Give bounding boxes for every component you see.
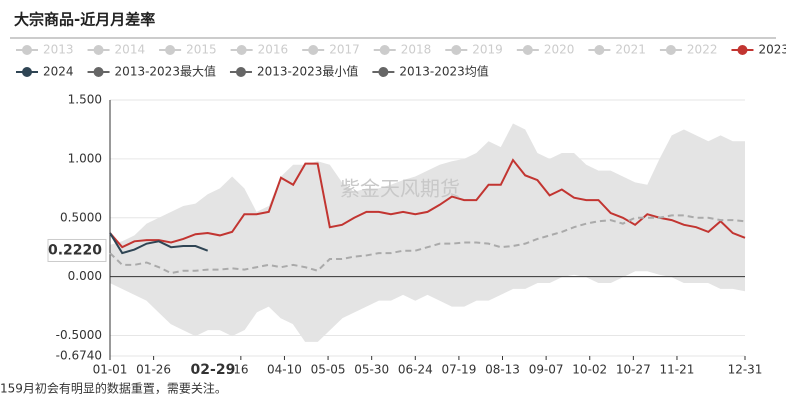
x-tick-label: 07-19 [441, 363, 476, 377]
x-tick-label: 05-30 [354, 363, 389, 377]
y-tick-label: -0.6740 [56, 349, 102, 363]
x-tick-label: 01-01 [93, 363, 128, 377]
x-tick-label: 10-27 [616, 363, 651, 377]
legend-label: 2013 [43, 43, 74, 57]
y-tick-label: 1.000 [68, 151, 102, 165]
x-tick-label: 05-05 [311, 363, 346, 377]
y-tick-label: 0.5000 [60, 210, 102, 224]
legend-label: 2015 [186, 43, 217, 57]
chart-title: 大宗商品-近月月差率 [14, 11, 155, 29]
legend-label: 2013-2023均值 [399, 64, 488, 79]
series-line [109, 214, 746, 275]
legend-icon [665, 45, 676, 55]
x-tick-label: 01-26 [136, 363, 171, 377]
y-tick-label: 1.500 [68, 93, 102, 107]
plot: 1.500 1.000 0.5000 0.000 -0.5000 -0.674001-01… [47, 93, 763, 380]
crosshair-x-label: 02-29 [191, 362, 236, 378]
legend-label: 2022 [687, 43, 718, 57]
legend-label: 2018 [401, 43, 432, 57]
x-tick-label: 08-13 [485, 363, 520, 377]
x-tick-label: 16 [233, 363, 248, 377]
legend-label: 2020 [544, 43, 575, 57]
legend-icon [737, 45, 748, 55]
band-bottom [109, 270, 746, 342]
legend-label: 2023 [758, 43, 786, 57]
band-area [110, 123, 745, 342]
legend-label: 2016 [258, 43, 289, 57]
legend-icon [594, 45, 605, 55]
legend-icon [235, 67, 246, 77]
footnote: 159月初会有明显的数据重置，需要关注。 [0, 381, 227, 396]
legend-icon [236, 45, 247, 55]
legend-icon [165, 45, 176, 55]
legend-icon [308, 45, 319, 55]
watermark: 紫金天风期货 [340, 177, 460, 201]
series-line [109, 232, 209, 255]
legend-label: 2021 [615, 43, 646, 57]
legend: 2013 2014 2015 2016 2017 2018 2019 2020 2021 2022… [16, 43, 786, 79]
legend-label: 2024 [43, 65, 74, 79]
y-tick-label: -0.5000 [56, 328, 102, 342]
legend-label: 2017 [329, 43, 360, 57]
legend-icon [22, 67, 32, 77]
legend-icon [379, 45, 390, 55]
legend-icon [522, 45, 533, 55]
legend-label: 2013-2023最小值 [257, 64, 358, 79]
series-line [109, 158, 746, 249]
legend-label: 2019 [472, 43, 503, 57]
x-tick-label: 10-02 [572, 363, 607, 377]
x-tick-label: 04-10 [267, 363, 302, 377]
crosshair-x-box [190, 360, 235, 380]
legend-icon [93, 67, 104, 77]
x-tick-label: 06-24 [398, 363, 433, 377]
x-tick-label: 11-21 [660, 363, 695, 377]
crosshair-y-box [47, 238, 107, 262]
legend-icon [22, 45, 32, 55]
legend-label: 2013-2023最大值 [115, 64, 216, 79]
x-tick-label: 09-07 [529, 363, 564, 377]
y-tick-label: 0.000 [68, 269, 102, 283]
crosshair-y-label: 0.2220 [48, 242, 102, 258]
legend-label: 2014 [115, 43, 146, 57]
legend-icon [378, 67, 389, 77]
legend-icon [93, 45, 104, 55]
x-tick-label: 12-31 [728, 363, 763, 377]
legend-icon [451, 45, 462, 55]
